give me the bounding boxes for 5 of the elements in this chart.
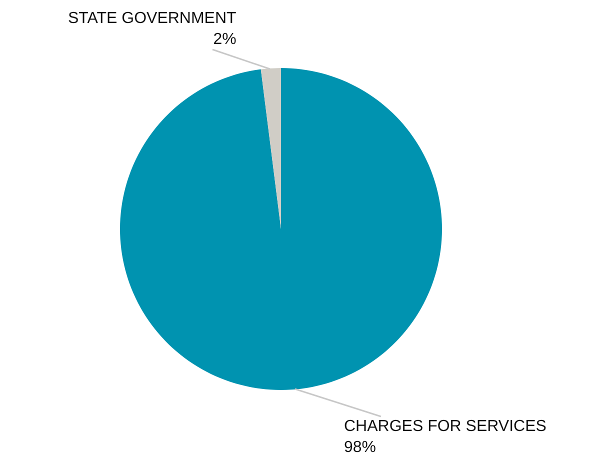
- data-label: 2%: [213, 30, 236, 48]
- slice-label: STATE GOVERNMENT: [68, 10, 237, 27]
- pie-slice: [120, 68, 442, 390]
- slice-label: CHARGES FOR SERVICES: [344, 418, 546, 435]
- data-label: 98%: [344, 438, 376, 456]
